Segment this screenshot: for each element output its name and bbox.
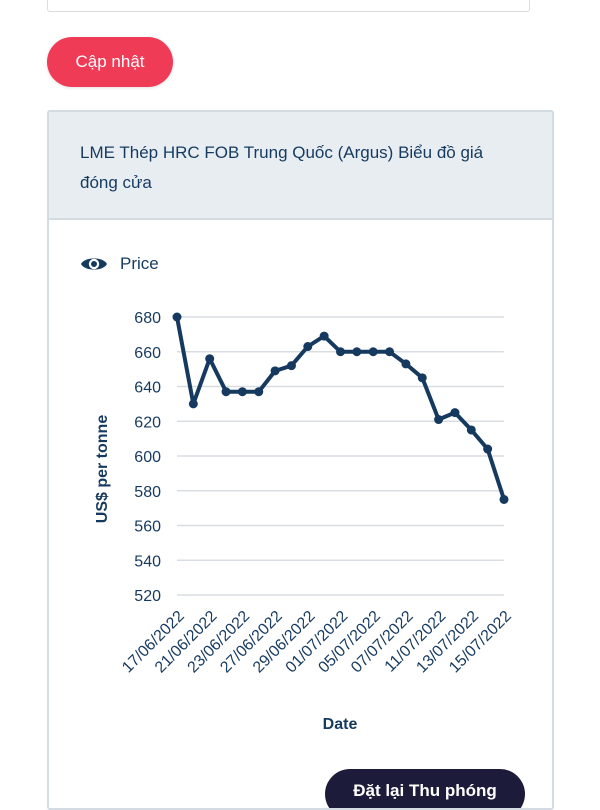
data-point[interactable]: [336, 347, 345, 357]
data-point[interactable]: [221, 387, 231, 397]
data-point[interactable]: [303, 342, 313, 352]
price-line-chart[interactable]: 520 540 560 580 600 620 640 660 680 17/06/202221…: [49, 112, 554, 752]
eye-icon: [81, 258, 107, 270]
data-point[interactable]: [499, 494, 509, 504]
legend-item-price[interactable]: Price: [80, 253, 159, 275]
y-tick-label: 600: [134, 449, 161, 466]
data-point[interactable]: [385, 347, 395, 357]
x-axis-label: Date: [323, 716, 358, 733]
data-point[interactable]: [483, 444, 493, 454]
y-tick-label: 620: [134, 414, 161, 431]
grid-lines: [177, 316, 504, 596]
data-point[interactable]: [417, 373, 427, 383]
chart-card: LME Thép HRC FOB Trung Quốc (Argus) Biểu…: [47, 110, 554, 810]
data-point[interactable]: [172, 312, 182, 322]
data-point[interactable]: [450, 408, 460, 418]
data-point[interactable]: [401, 359, 411, 369]
reset-zoom-button[interactable]: Đặt lại Thu phóng: [325, 769, 525, 808]
y-tick-label: 660: [134, 345, 161, 362]
y-tick-label: 520: [134, 588, 161, 605]
data-point[interactable]: [286, 361, 296, 371]
data-point[interactable]: [434, 415, 444, 425]
data-point[interactable]: [352, 347, 362, 357]
top-input-field[interactable]: [47, 0, 530, 12]
y-tick-label: 540: [134, 553, 161, 570]
update-button[interactable]: Cập nhật: [47, 37, 173, 87]
card-title: LME Thép HRC FOB Trung Quốc (Argus) Biểu…: [80, 143, 484, 192]
y-tick-label: 580: [134, 484, 161, 501]
y-tick-label: 560: [134, 519, 161, 536]
data-point[interactable]: [270, 366, 280, 376]
card-header: LME Thép HRC FOB Trung Quốc (Argus) Biểu…: [49, 112, 552, 220]
legend-label: Price: [120, 254, 159, 273]
y-tick-label: 680: [134, 310, 161, 327]
data-point[interactable]: [205, 354, 215, 364]
data-point[interactable]: [188, 399, 198, 409]
data-point[interactable]: [319, 331, 329, 341]
y-axis: 520 540 560 580 600 620 640 660 680: [134, 310, 161, 605]
data-point[interactable]: [368, 347, 378, 357]
data-point[interactable]: [237, 387, 247, 397]
y-axis-label: US$ per tonne: [94, 415, 111, 524]
y-tick-label: 640: [134, 380, 161, 397]
data-point[interactable]: [466, 425, 476, 435]
price-series-points: [172, 312, 509, 504]
data-point[interactable]: [254, 387, 264, 397]
x-axis: 17/06/202221/06/202223/06/202227/06/2022…: [119, 608, 515, 677]
